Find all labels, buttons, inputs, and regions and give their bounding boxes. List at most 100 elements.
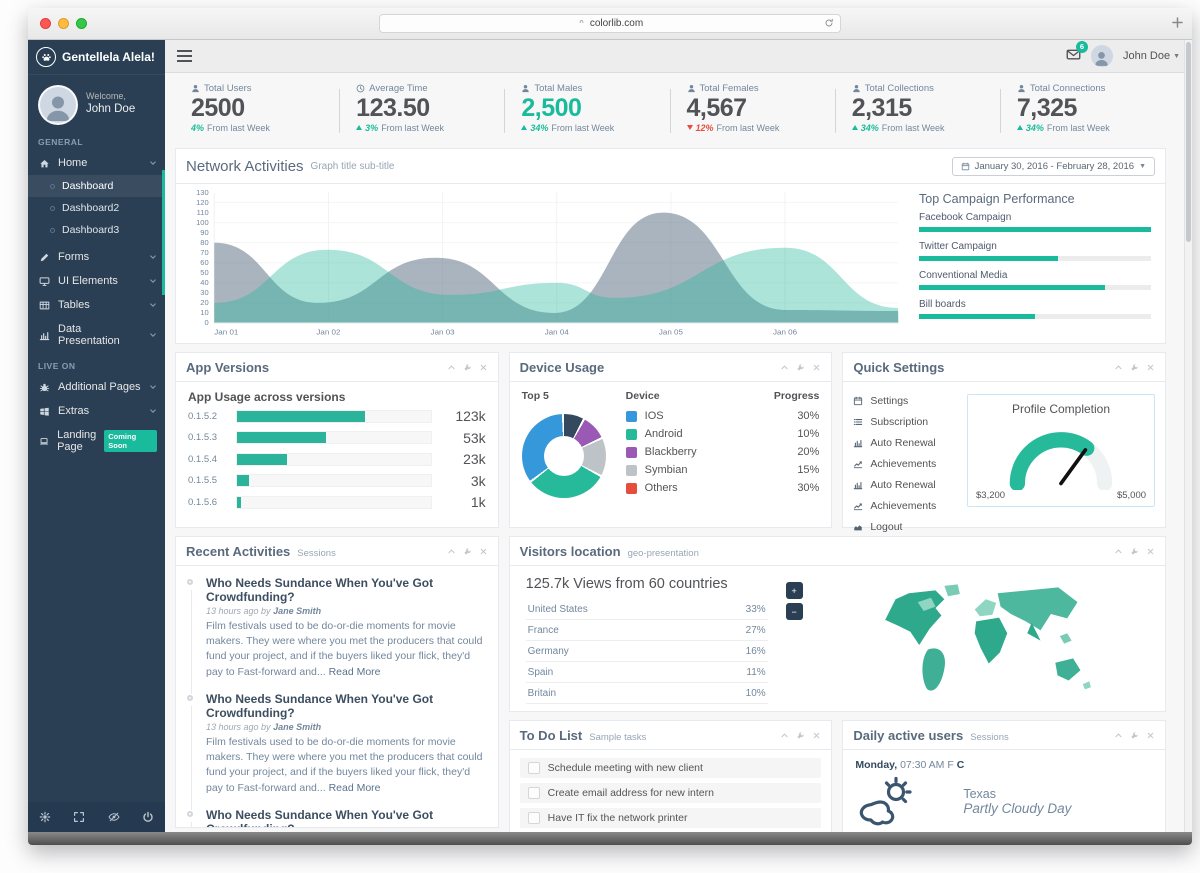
- tile-change-pct: 34%: [860, 122, 879, 133]
- settings-wrench-icon[interactable]: [796, 731, 805, 740]
- collapse-icon[interactable]: [780, 731, 789, 740]
- brand[interactable]: Gentellela Alela!: [28, 40, 165, 75]
- address-bar[interactable]: colorlib.com: [379, 14, 841, 33]
- campaign-row: Bill boards: [919, 299, 1151, 319]
- logout-icon[interactable]: [142, 811, 154, 823]
- map-zoom-in-button[interactable]: +: [785, 582, 803, 599]
- map-zoom-out-button[interactable]: −: [785, 603, 803, 620]
- todo-checkbox[interactable]: [527, 812, 540, 824]
- sidebar-item-label: Landing Page: [57, 429, 97, 453]
- quick-setting-settings[interactable]: Settings: [853, 390, 961, 411]
- page-scrollbar[interactable]: [1184, 40, 1192, 832]
- sidebar-item-landing-page[interactable]: Landing Page Coming Soon: [28, 423, 165, 459]
- quick-setting-subscription[interactable]: Subscription: [853, 411, 961, 432]
- quick-setting-auto-renewal[interactable]: Auto Renewal: [853, 474, 961, 495]
- todo-checkbox[interactable]: [527, 762, 540, 774]
- stat-tiles: Total Users 2500 4% From last Week Average …: [175, 79, 1166, 141]
- svg-text:110: 110: [197, 208, 209, 217]
- date-range-picker[interactable]: January 30, 2016 - February 28, 2016 ▼: [951, 157, 1155, 176]
- collapse-icon[interactable]: [447, 547, 456, 556]
- fullscreen-icon[interactable]: [73, 811, 85, 823]
- new-tab-button[interactable]: [1171, 16, 1184, 29]
- sidebar-scrollbar[interactable]: [162, 170, 165, 295]
- world-map[interactable]: [813, 574, 1155, 705]
- sidebar-item-home[interactable]: Home: [28, 151, 165, 175]
- tile-label: Total Users: [204, 83, 252, 94]
- settings-wrench-icon[interactable]: [796, 363, 805, 372]
- quick-setting-auto-renewal[interactable]: Auto Renewal: [853, 432, 961, 453]
- tile-label: Total Connections: [1029, 83, 1106, 94]
- sidebar-section-label: LIVE ON: [38, 361, 76, 371]
- close-icon[interactable]: [479, 363, 488, 372]
- tile-label-row: Total Connections: [1017, 83, 1164, 94]
- collapse-icon[interactable]: [447, 363, 456, 372]
- quick-setting-label: Achievements: [870, 499, 937, 512]
- activity-item: Who Needs Sundance When You've Got Crowd…: [187, 576, 486, 694]
- activity-title[interactable]: Who Needs Sundance When You've Got Crowd…: [206, 691, 434, 720]
- user-avatar[interactable]: [1090, 45, 1113, 67]
- chevron-down-icon: [149, 253, 157, 261]
- version-label: 0.1.5.5: [188, 475, 218, 486]
- svg-text:100: 100: [196, 218, 209, 227]
- activity-body: Film festivals used to be do-or-die mome…: [206, 735, 483, 794]
- close-icon[interactable]: [1146, 363, 1155, 372]
- settings-wrench-icon[interactable]: [1130, 547, 1139, 556]
- close-window-button[interactable]: [40, 18, 51, 29]
- quick-setting-logout[interactable]: Logout: [853, 516, 961, 537]
- sidebar-item-label: Additional Pages: [58, 381, 141, 393]
- collapse-icon[interactable]: [780, 363, 789, 372]
- sidebar-footer: [28, 802, 165, 832]
- sidebar-nav: GENERAL Home Dashboard Dashboard2 Dashboard3…: [28, 129, 165, 459]
- tile-label: Average Time: [369, 83, 428, 94]
- settings-wrench-icon[interactable]: [463, 547, 472, 556]
- reload-icon[interactable]: [824, 18, 834, 28]
- sidebar-item-forms[interactable]: Forms: [28, 245, 165, 269]
- chart-bar-icon: [853, 480, 863, 490]
- close-icon[interactable]: [1146, 547, 1155, 556]
- activity-title[interactable]: Who Needs Sundance When You've Got Crowd…: [206, 576, 434, 604]
- settings-wrench-icon[interactable]: [463, 363, 472, 372]
- campaign-row: Conventional Media: [919, 270, 1151, 290]
- sidebar-item-additional-pages[interactable]: Additional Pages: [28, 375, 165, 399]
- quick-setting-label: Settings: [870, 394, 909, 407]
- menu-toggle-icon[interactable]: [177, 50, 192, 62]
- sidebar-item-dashboard[interactable]: Dashboard: [28, 175, 165, 197]
- settings-icon[interactable]: [39, 811, 51, 823]
- sidebar-item-ui-elements[interactable]: UI Elements: [28, 269, 165, 293]
- hide-icon[interactable]: [108, 811, 120, 823]
- close-icon[interactable]: [1146, 731, 1155, 740]
- date-range-label: January 30, 2016 - February 28, 2016: [974, 161, 1135, 172]
- tile-label-row: Total Males: [521, 83, 668, 94]
- activity-title[interactable]: Who Needs Sundance When You've Got Crowd…: [206, 807, 434, 827]
- collapse-icon[interactable]: [1114, 363, 1123, 372]
- close-icon[interactable]: [479, 547, 488, 556]
- usage-bar-fill: [237, 432, 327, 443]
- profile-avatar[interactable]: [38, 85, 78, 125]
- sidebar-subitem-label: Dashboard3: [62, 224, 120, 236]
- sidebar-item-dashboard3[interactable]: Dashboard3: [28, 219, 165, 241]
- sidebar-item-data-presentation[interactable]: Data Presentation: [28, 317, 165, 353]
- tile-value: 7,325: [1016, 94, 1078, 122]
- list-icon: [853, 417, 863, 427]
- quick-setting-achievements[interactable]: Achievements: [853, 453, 961, 474]
- sidebar-item-dashboard2[interactable]: Dashboard2: [28, 197, 165, 219]
- close-icon[interactable]: [812, 363, 821, 372]
- minimize-window-button[interactable]: [58, 18, 69, 29]
- country-name: Britain: [527, 687, 557, 699]
- sidebar-item-tables[interactable]: Tables: [28, 293, 165, 317]
- close-icon[interactable]: [812, 731, 821, 740]
- sidebar-item-extras[interactable]: Extras: [28, 399, 165, 423]
- quick-setting-achievements[interactable]: Achievements: [853, 495, 961, 516]
- collapse-icon[interactable]: [1114, 547, 1123, 556]
- read-more-link[interactable]: Read More: [328, 781, 381, 794]
- settings-wrench-icon[interactable]: [1130, 363, 1139, 372]
- todo-checkbox[interactable]: [527, 787, 540, 799]
- messages-button[interactable]: 6: [1066, 40, 1088, 66]
- col-top5: Top 5: [521, 390, 549, 402]
- zoom-window-button[interactable]: [76, 18, 87, 29]
- country-name: Spain: [527, 666, 554, 678]
- user-menu[interactable]: John Doe ▼: [1122, 50, 1180, 62]
- collapse-icon[interactable]: [1114, 731, 1123, 740]
- read-more-link[interactable]: Read More: [328, 665, 381, 678]
- settings-wrench-icon[interactable]: [1130, 731, 1139, 740]
